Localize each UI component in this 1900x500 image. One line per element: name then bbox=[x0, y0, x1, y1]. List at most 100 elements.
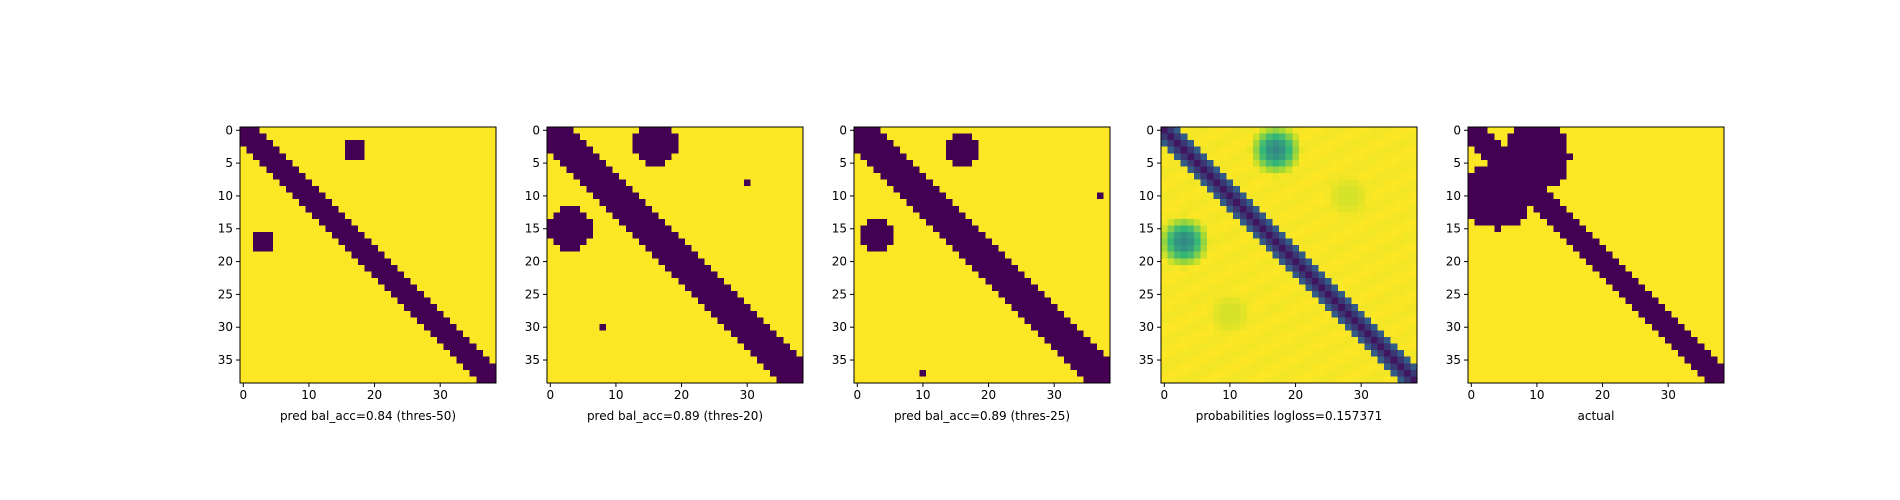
heatmap-cell bbox=[932, 277, 940, 285]
heatmap-cell bbox=[586, 232, 594, 239]
heatmap-cell bbox=[299, 291, 306, 299]
heatmap-cell bbox=[743, 323, 751, 331]
heatmap-cell bbox=[553, 140, 561, 148]
heatmap-cell bbox=[854, 232, 861, 239]
heatmap-cell bbox=[959, 291, 966, 299]
heatmap-cell bbox=[697, 153, 705, 161]
heatmap-cell bbox=[1103, 350, 1111, 358]
heatmap-cell bbox=[345, 304, 352, 312]
heatmap-cell bbox=[547, 146, 554, 154]
heatmap-cell bbox=[489, 133, 497, 141]
heatmap-cell bbox=[867, 310, 875, 318]
heatmap-cell bbox=[410, 205, 418, 213]
heatmap-cell bbox=[476, 304, 484, 312]
heatmap-cell bbox=[886, 159, 894, 167]
heatmap-cell bbox=[619, 330, 627, 338]
heatmap-cell bbox=[377, 297, 385, 305]
heatmap-cell bbox=[1083, 225, 1091, 233]
heatmap-cell bbox=[325, 179, 333, 187]
heatmap-cell bbox=[266, 159, 274, 167]
heatmap-cell bbox=[1377, 153, 1385, 161]
heatmap-cell bbox=[854, 304, 861, 312]
heatmap-cell bbox=[1024, 205, 1032, 213]
heatmap-cell bbox=[867, 192, 875, 200]
heatmap-cell bbox=[757, 127, 764, 134]
heatmap-cell bbox=[913, 179, 920, 187]
heatmap-cell bbox=[1096, 133, 1104, 141]
heatmap-cell bbox=[658, 199, 666, 207]
heatmap-cell bbox=[410, 304, 418, 312]
heatmap-cell bbox=[259, 159, 267, 167]
heatmap-cell bbox=[860, 343, 868, 351]
heatmap-cell bbox=[1018, 291, 1026, 299]
heatmap-cell bbox=[763, 330, 771, 338]
heatmap-cell bbox=[678, 369, 686, 377]
heatmap-cell bbox=[397, 192, 405, 200]
heatmap-cell bbox=[939, 369, 947, 377]
heatmap-cell bbox=[776, 186, 784, 193]
heatmap-cell bbox=[1044, 199, 1052, 207]
heatmap-cell bbox=[730, 277, 738, 285]
heatmap-cell bbox=[430, 291, 438, 299]
heatmap-cell bbox=[919, 218, 927, 226]
heatmap-cell bbox=[285, 238, 293, 246]
heatmap-cell bbox=[1064, 159, 1071, 167]
heatmap-cell bbox=[860, 225, 868, 233]
heatmap-cell bbox=[1044, 350, 1052, 358]
heatmap-cell bbox=[1325, 127, 1333, 134]
heatmap-cell bbox=[553, 166, 561, 174]
heatmap-cell bbox=[592, 245, 600, 253]
heatmap-cell bbox=[899, 337, 907, 344]
heatmap-cell bbox=[489, 225, 497, 233]
heatmap-cell bbox=[384, 140, 392, 148]
heatmap-cell bbox=[1037, 205, 1045, 213]
heatmap-cell bbox=[397, 310, 405, 318]
heatmap-cell bbox=[566, 225, 574, 233]
heatmap-cell bbox=[697, 271, 705, 279]
heatmap-cell bbox=[423, 199, 431, 207]
heatmap-cell bbox=[436, 179, 444, 187]
heatmap-cell bbox=[717, 140, 725, 148]
heatmap-cell bbox=[469, 186, 477, 193]
heatmap-cell bbox=[553, 146, 561, 154]
heatmap-cell bbox=[1220, 179, 1227, 187]
heatmap-cell bbox=[547, 205, 554, 213]
heatmap-cell bbox=[1371, 133, 1378, 141]
heatmap-cell bbox=[860, 199, 868, 207]
heatmap-cell bbox=[886, 245, 894, 253]
heatmap-cell bbox=[318, 166, 326, 174]
heatmap-cell bbox=[573, 212, 581, 220]
heatmap-cell bbox=[985, 179, 993, 187]
heatmap-cell bbox=[579, 337, 587, 344]
heatmap-cell bbox=[770, 350, 778, 358]
heatmap-cell bbox=[606, 330, 613, 338]
heatmap-cell bbox=[796, 225, 804, 233]
heatmap-cell bbox=[1004, 212, 1012, 220]
heatmap-cell bbox=[867, 343, 875, 351]
heatmap-cell bbox=[443, 140, 451, 148]
heatmap-cell bbox=[776, 376, 784, 384]
heatmap-cell bbox=[456, 323, 464, 331]
heatmap-cell bbox=[377, 172, 385, 180]
heatmap-cell bbox=[586, 369, 594, 377]
heatmap-cell bbox=[899, 245, 907, 253]
heatmap-cell bbox=[1037, 192, 1045, 200]
heatmap-cell bbox=[318, 238, 326, 246]
heatmap-cell bbox=[939, 350, 947, 358]
heatmap-cell bbox=[566, 192, 574, 200]
heatmap-cell bbox=[1390, 127, 1398, 134]
heatmap-cell bbox=[547, 337, 554, 344]
heatmap-cell bbox=[351, 133, 359, 141]
heatmap-cell bbox=[547, 304, 554, 312]
heatmap-cell bbox=[1371, 153, 1378, 161]
heatmap-cell bbox=[253, 284, 261, 292]
heatmap-cell bbox=[899, 350, 907, 358]
heatmap-cell bbox=[724, 251, 732, 259]
heatmap-cell bbox=[573, 140, 581, 148]
heatmap-cell bbox=[939, 376, 947, 384]
heatmap-cell bbox=[965, 304, 973, 312]
heatmap-cell bbox=[410, 297, 418, 305]
heatmap-cell bbox=[1064, 127, 1071, 134]
heatmap-cell bbox=[253, 133, 261, 141]
heatmap-cell bbox=[678, 146, 686, 154]
